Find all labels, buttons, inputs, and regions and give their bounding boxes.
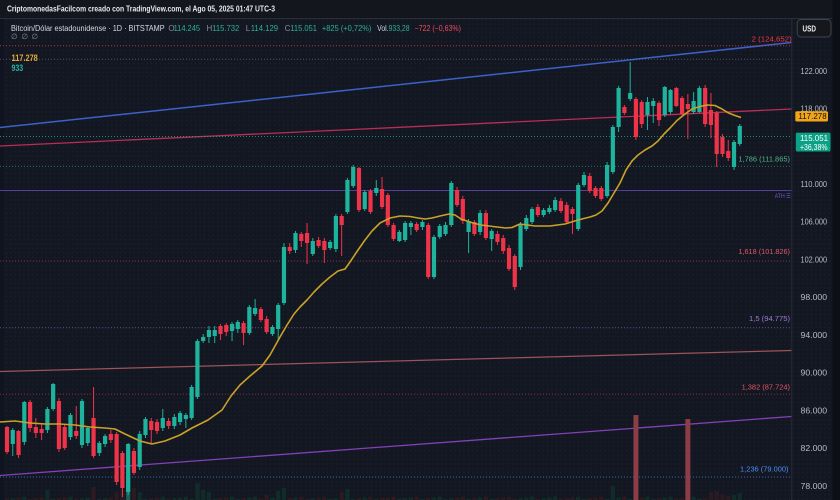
svg-text:933,28: 933,28 — [389, 24, 410, 33]
svg-text:2 (124,652): 2 (124,652) — [752, 34, 793, 43]
svg-text:L: L — [246, 24, 251, 33]
svg-text:−722 (−0,63%): −722 (−0,63%) — [415, 24, 462, 33]
svg-text:114.245: 114.245 — [174, 24, 201, 33]
svg-text:82.000: 82.000 — [801, 444, 828, 453]
svg-text:C: C — [285, 24, 291, 33]
svg-text:114.129: 114.129 — [251, 24, 279, 33]
svg-text:ATH ☰: ATH ☰ — [775, 193, 791, 200]
svg-text:102.000: 102.000 — [801, 255, 828, 264]
svg-text:115.051: 115.051 — [800, 133, 828, 143]
svg-text:H: H — [207, 24, 213, 33]
svg-text:1,5 (94.775): 1,5 (94.775) — [749, 314, 791, 323]
svg-text:122.000: 122.000 — [801, 67, 828, 76]
svg-text:1,236 (79.000): 1,236 (79.000) — [740, 465, 789, 474]
svg-text:CriptomonedasFacilcom creado c: CriptomonedasFacilcom creado con Trading… — [7, 4, 275, 13]
svg-text:115.732: 115.732 — [212, 24, 240, 33]
svg-text:Bitcoin/Dólar estadounidense ·: Bitcoin/Dólar estadounidense · 1D · BITS… — [11, 24, 165, 33]
svg-text:110.000: 110.000 — [801, 180, 828, 189]
svg-text:+36,38%: +36,38% — [800, 142, 828, 152]
svg-text:118.000: 118.000 — [801, 105, 828, 114]
svg-text:1,618 (101.826): 1,618 (101.826) — [738, 247, 790, 256]
svg-text:106.000: 106.000 — [801, 218, 828, 227]
svg-text:117.278: 117.278 — [12, 53, 38, 63]
svg-text:∅: ∅ — [11, 32, 18, 41]
svg-text:117.278: 117.278 — [798, 111, 827, 121]
svg-text:933: 933 — [12, 63, 24, 73]
svg-text:USD: USD — [803, 23, 816, 33]
svg-text:115.051: 115.051 — [290, 24, 317, 33]
svg-text:+825 (+0,72%): +825 (+0,72%) — [322, 24, 372, 33]
svg-text:∅: ∅ — [32, 32, 39, 41]
svg-text:98.000: 98.000 — [801, 293, 828, 302]
svg-text:Vol.: Vol. — [377, 24, 389, 33]
svg-text:86.000: 86.000 — [801, 406, 828, 415]
svg-text:1,786 (111.865): 1,786 (111.865) — [738, 154, 790, 163]
svg-text:78.000: 78.000 — [801, 482, 828, 491]
svg-text:90.000: 90.000 — [801, 369, 828, 378]
svg-text:O: O — [168, 24, 174, 33]
svg-text:94.000: 94.000 — [801, 331, 828, 340]
svg-text:1,382 (87.724): 1,382 (87.724) — [742, 383, 791, 392]
svg-text:∅: ∅ — [22, 32, 29, 41]
